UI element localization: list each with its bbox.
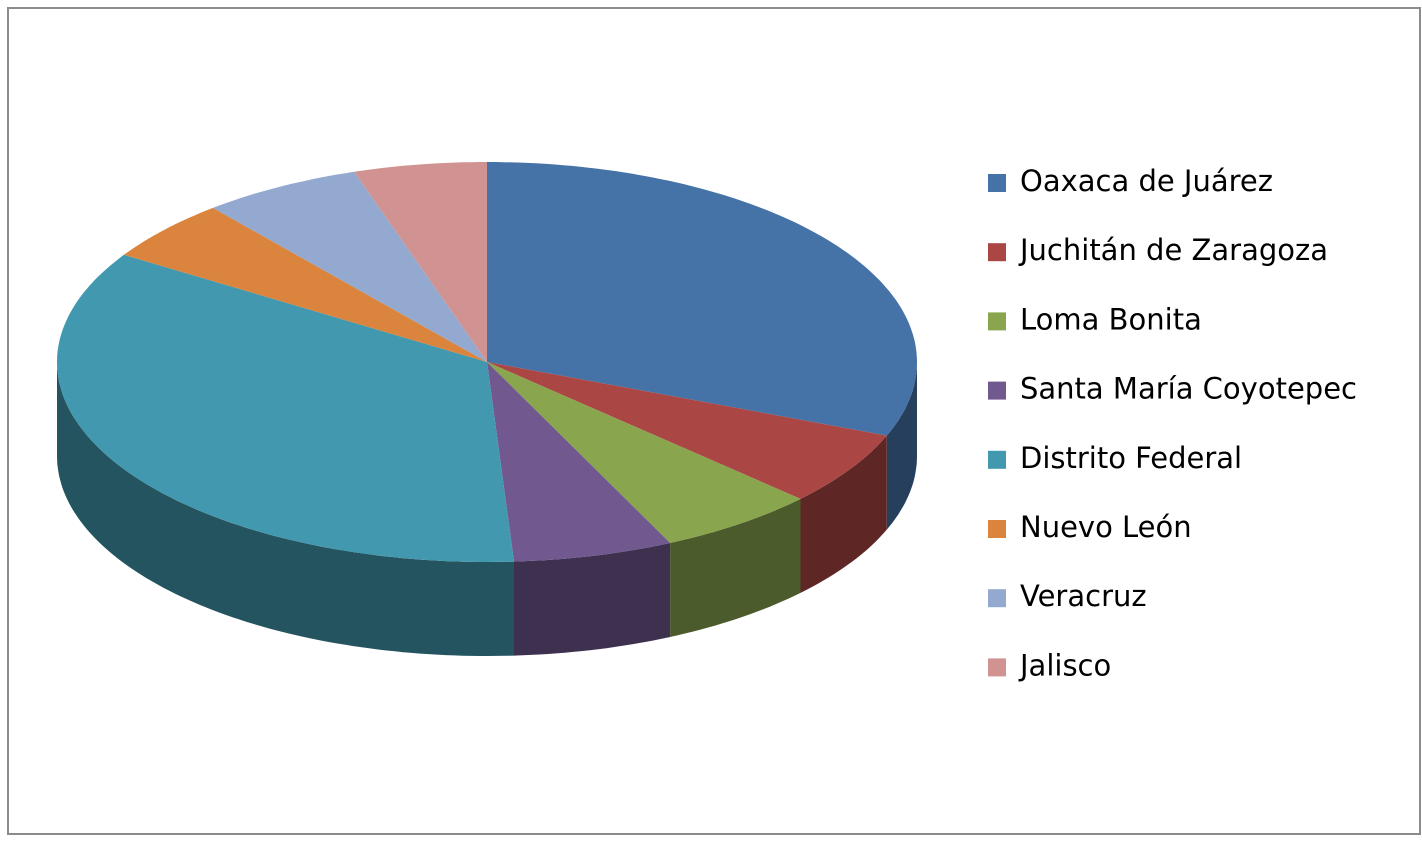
legend-swatch xyxy=(988,174,1006,192)
legend-label: Oaxaca de Juárez xyxy=(1020,164,1273,198)
pie-slice xyxy=(57,254,514,563)
pie-side xyxy=(670,498,801,637)
pie-slice xyxy=(354,162,487,362)
legend-label: Veracruz xyxy=(1020,579,1147,613)
legend-label: Loma Bonita xyxy=(1020,302,1202,336)
legend-swatch xyxy=(988,450,1006,469)
legend-label: Distrito Federal xyxy=(1020,441,1242,475)
legend-label: Jalisco xyxy=(1018,648,1111,682)
legend-swatch xyxy=(988,312,1006,331)
pie-side xyxy=(514,543,671,656)
pie-slice xyxy=(123,207,488,362)
legend-label: Juchitán de Zaragoza xyxy=(1018,233,1328,267)
legend-swatch xyxy=(988,589,1006,608)
legend-swatch xyxy=(988,243,1006,262)
legend-swatch xyxy=(988,658,1006,677)
legend-swatch xyxy=(988,520,1006,538)
pie-side xyxy=(800,435,887,593)
pie-slice xyxy=(487,362,671,562)
legend-swatch xyxy=(988,381,1006,400)
pie-side xyxy=(886,362,917,530)
pie-slice xyxy=(487,362,801,543)
pie-slice xyxy=(212,171,487,362)
pie-slice xyxy=(487,362,887,499)
legend-label: Santa María Coyotepec xyxy=(1020,372,1357,406)
pie-side xyxy=(57,362,514,656)
pie-slice xyxy=(487,162,917,436)
legend-label: Nuevo León xyxy=(1020,510,1192,544)
